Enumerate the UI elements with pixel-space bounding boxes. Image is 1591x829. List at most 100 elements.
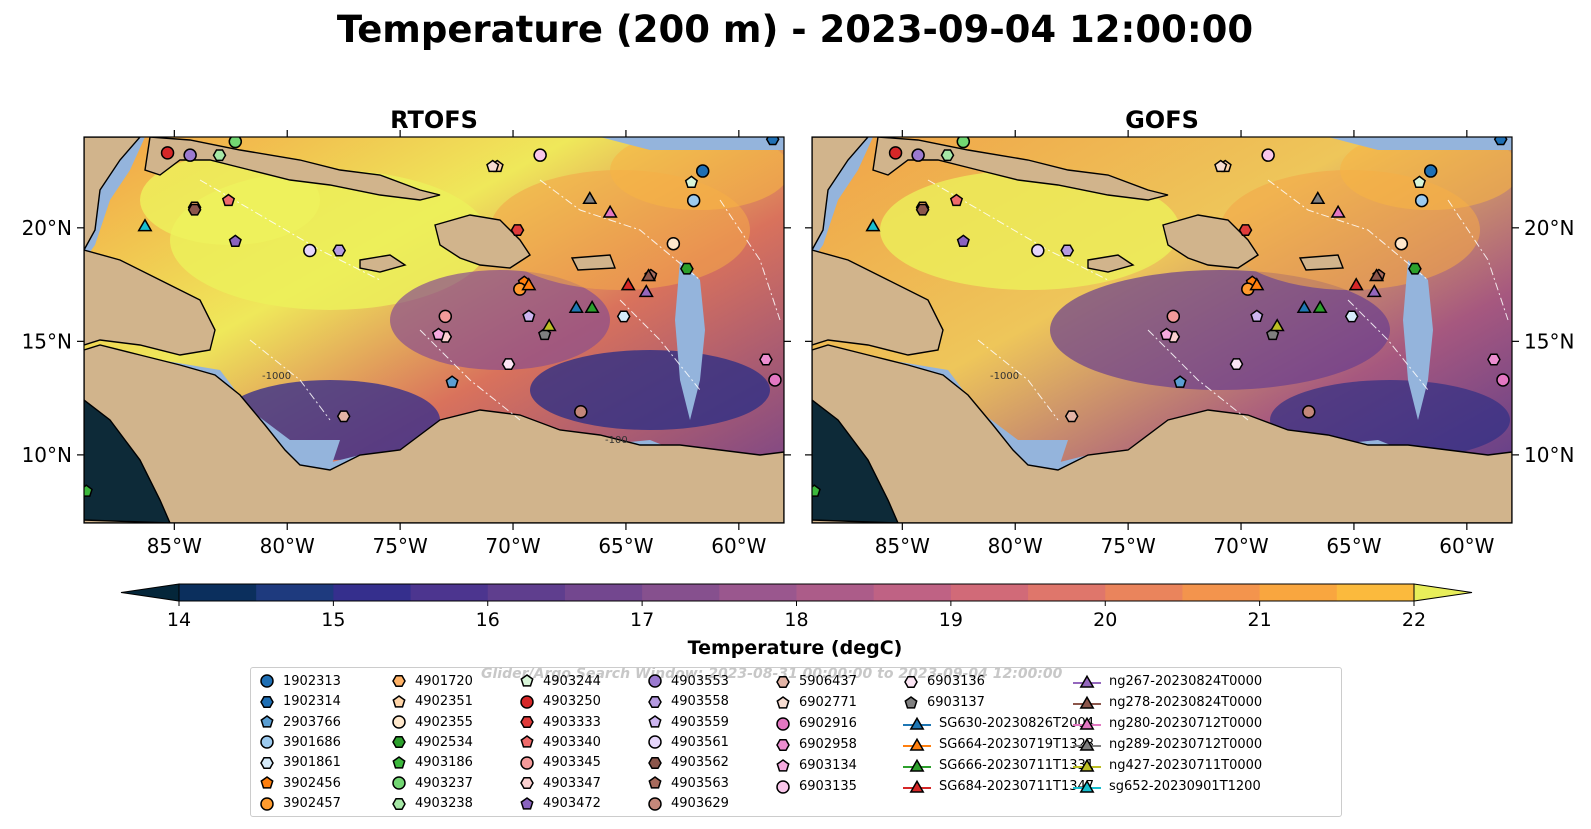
platform-marker-ng280-20230712t0000 <box>602 204 618 218</box>
legend-marker-hexagon-icon <box>520 777 534 790</box>
legend-marker-pentagon-icon <box>520 735 534 749</box>
legend-item: 6903137 <box>903 692 1073 713</box>
legend-marker-circle-icon <box>776 716 790 731</box>
platform-marker-4903186 <box>84 484 93 497</box>
legend-column: 4903553 4903558 4903559 4903561 4903562 49035… <box>647 671 775 814</box>
platform-marker-6903134 <box>431 327 446 341</box>
legend-item: 4903333 <box>519 712 647 732</box>
colorbar-tick-label: 19 <box>939 609 963 631</box>
legend-item: 4902351 <box>391 691 519 711</box>
colorbar-segment <box>1105 584 1183 601</box>
legend-marker-circle-icon <box>520 694 534 709</box>
platform-marker-6902771 <box>486 159 500 173</box>
x-tick-label: 85°W <box>147 534 202 558</box>
axis-ticks-rtofs: 85°W 80°W 75°W 70°W 65°W 60°W 20°N 15°N 10°N <box>22 130 791 558</box>
legend-label: ng427-20230711T0000 <box>1109 758 1263 773</box>
x-tick-label: 65°W <box>598 534 653 558</box>
platform-marker-sg664-20230719t1323 <box>521 277 537 291</box>
contour-label-1000-rtofs: -1000 <box>262 371 291 382</box>
colorbar-segment <box>179 584 257 601</box>
platform-marker-4903345 <box>1166 309 1181 324</box>
legend-label: 4903237 <box>415 775 473 791</box>
legend-item: SG684-20230711T1347 <box>903 776 1094 797</box>
legend-marker-triangle-icon <box>1073 695 1101 709</box>
legend-marker-pentagon-icon <box>392 755 406 769</box>
platform-marker-4903562 <box>187 203 202 216</box>
land-rtofs <box>84 137 784 523</box>
legend-label: 6902958 <box>799 737 857 752</box>
colorbar-tick-label: 20 <box>1093 609 1117 631</box>
platform-marker-4903558 <box>332 244 347 257</box>
legend-item: 5906437 <box>775 671 903 692</box>
legend-marker-circle-icon <box>260 674 274 688</box>
platform-marker-5906437 <box>1064 410 1079 423</box>
legend-item: 6903136 <box>903 671 1073 692</box>
platform-marker-4903559 <box>1250 309 1264 322</box>
legend-marker-circle-icon <box>648 674 662 688</box>
x-tick-label: 80°W <box>260 534 315 558</box>
legend-marker-pentagon-icon <box>260 715 274 728</box>
legend-marker-triangle-icon <box>1073 716 1101 730</box>
legend-marker-pentagon-icon <box>392 694 406 708</box>
legend-label: 4902351 <box>415 694 473 710</box>
legend-marker-triangle-icon <box>1073 779 1101 793</box>
legend-label: 4903553 <box>671 673 729 689</box>
platform-marker-ng278-20230824t0000 <box>1369 268 1385 282</box>
legend-label: 1902313 <box>283 673 341 689</box>
legend-item: 6902916 <box>775 713 903 734</box>
platform-marker-4903250 <box>888 146 903 160</box>
legend-marker-pentagon-icon <box>260 776 274 789</box>
colorbar-segment <box>1336 584 1415 601</box>
legend-item: 4903347 <box>519 773 647 793</box>
legend-item: 4903561 <box>647 732 775 752</box>
legend-marker-pentagon-icon <box>520 796 534 810</box>
colorbar-segment <box>487 584 566 601</box>
legend-marker-hexagon-icon <box>392 675 406 688</box>
platform-marker-4903340 <box>949 193 964 207</box>
platform-marker-3901686 <box>1414 193 1429 208</box>
legend-column: 4903244 4903250 4903333 4903340 4903345 49033… <box>519 671 647 814</box>
platform-marker-sg684-20230711t1347 <box>620 277 636 291</box>
legend-marker-pentagon-icon <box>648 715 662 728</box>
legend-item: 4901720 <box>391 671 519 691</box>
legend-label: 6903135 <box>799 779 857 794</box>
legend-item: sg652-20230901T1200 <box>1073 776 1261 797</box>
legend-label: 4903347 <box>543 775 601 791</box>
legend-item: ng289-20230712T0000 <box>1073 734 1262 755</box>
platform-marker-sg630-20230826t2004 <box>568 300 584 314</box>
legend-marker-hexagon-icon <box>776 738 790 751</box>
legend-label: 4903250 <box>543 694 601 710</box>
legend-label: 3901861 <box>283 755 341 771</box>
colorbar-tick-label: 14 <box>167 609 191 631</box>
legend-label: 6902771 <box>799 695 857 710</box>
platform-marker-4903558 <box>1060 244 1075 257</box>
legend-item: 4903238 <box>391 794 519 814</box>
platform-marker-sg664-20230719t1323 <box>1249 277 1265 291</box>
legend-columns: 1902313 1902314 2903766 3901686 3901861 39024… <box>259 671 1337 814</box>
legend-label: 4903333 <box>543 714 601 730</box>
platform-marker-ng289-20230712t0000 <box>1310 190 1326 205</box>
legend-marker-hexagon-icon <box>392 797 406 810</box>
platform-marker-ng427-20230711t0000 <box>1269 318 1285 332</box>
legend-item: 4903558 <box>647 691 775 711</box>
legend-item: ng427-20230711T0000 <box>1073 755 1262 776</box>
legend-item: SG666-20230711T1331 <box>903 755 1094 776</box>
legend-item: 4903563 <box>647 773 775 793</box>
legend-marker-triangle-icon <box>903 758 931 772</box>
legend-marker-hexagon-icon <box>260 756 274 769</box>
colorbar-segment <box>642 584 720 601</box>
panel-gofs: GOFS <box>805 106 1574 558</box>
legend-column: 5906437 6902771 6902916 6902958 6903134 69031… <box>775 671 903 814</box>
legend-column: 4901720 4902351 4902355 4902534 4903186 49032… <box>391 671 519 814</box>
y-tick-label: 20°N <box>22 216 72 240</box>
platform-marker-3901686 <box>686 193 701 208</box>
legend-item: ng280-20230712T0000 <box>1073 713 1262 734</box>
legend-item: 4903237 <box>391 773 519 793</box>
platform-marker-4903561 <box>1031 243 1045 258</box>
colorbar-segment <box>873 584 952 601</box>
legend-item: 4903472 <box>519 794 647 814</box>
colorbar-segment <box>796 584 875 601</box>
legend-marker-circle-icon <box>392 776 406 791</box>
platform-marker-ng289-20230712t0000 <box>582 190 598 205</box>
